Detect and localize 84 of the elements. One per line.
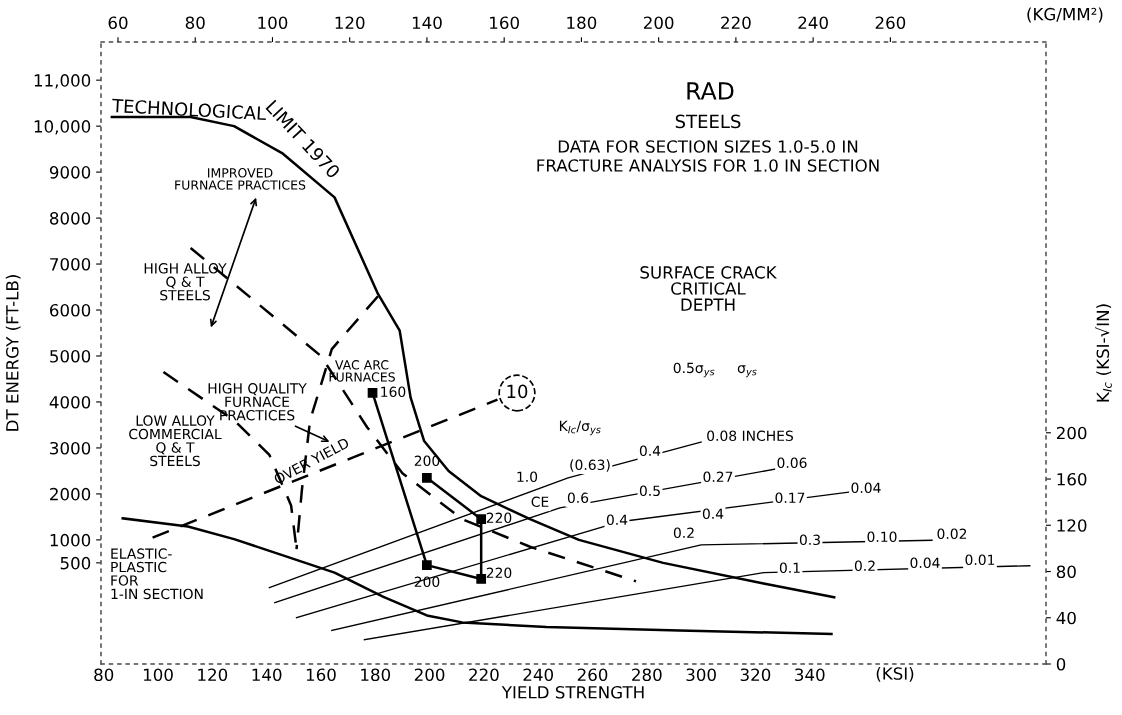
annotation: 0.2 — [673, 527, 694, 539]
annotation: 220 — [486, 512, 512, 524]
text: (KSI) — [876, 666, 914, 682]
x2-tick-label: 160 — [490, 16, 519, 30]
annotation: K$_{Ic}$/σ$_{ys}$ — [559, 420, 601, 436]
x2-tick-label: 140 — [412, 16, 442, 30]
annotation: HIGH ALLOY Q & T STEELS — [144, 263, 227, 301]
x-tick-label: 240 — [523, 668, 553, 682]
annotation: CE — [531, 496, 549, 508]
x2-tick-label: 60 — [108, 16, 128, 30]
y2-tick-label: 80 — [1056, 565, 1076, 579]
annotation: 10 — [507, 384, 528, 399]
y2-tick-label: 160 — [1057, 472, 1087, 486]
x-tick-label: 100 — [143, 668, 173, 682]
annotation: 0.10 — [867, 531, 897, 543]
x2-axis-title: (KG/MM²) — [1027, 7, 1103, 23]
x-tick-label: 80 — [94, 668, 114, 682]
annotation: 0.02 — [937, 528, 967, 540]
annotation: 0.27 — [703, 471, 733, 483]
annotation: IMPROVED FURNACE PRACTICES — [175, 168, 306, 190]
annotation: 0.3 — [799, 534, 820, 546]
y-tick-label: 3000 — [50, 441, 91, 455]
y-tick-label: 10,000 — [34, 120, 91, 135]
x-tick-label: 260 — [577, 668, 608, 682]
annotation: ELASTIC- PLASTIC FOR 1-IN SECTION — [111, 548, 203, 600]
x-tick-label: 280 — [632, 668, 662, 682]
annotation: 200 — [414, 576, 440, 588]
x-tick-label: 160 — [306, 668, 336, 682]
x2-tick-label: 220 — [721, 16, 751, 30]
x-tick-label: 180 — [361, 668, 391, 682]
x-axis-title: YIELD STRENGTH — [501, 685, 644, 699]
y2-tick-label: 40 — [1056, 611, 1076, 625]
x2-tick-label: 80 — [185, 16, 205, 30]
annotation: 0.04 — [910, 557, 940, 569]
annotation: 0.1 — [779, 562, 800, 574]
x-tick-label: 120 — [198, 668, 228, 682]
y-tick-label: 1000 — [50, 533, 91, 547]
x-tick-label: 140 — [252, 668, 282, 682]
y2-tick-label: 200 — [1056, 426, 1087, 440]
annotation: 0.5 — [639, 485, 660, 497]
x-tick-label: 200 — [414, 668, 445, 682]
y-tick-label: 11,000 — [34, 74, 91, 89]
y2-tick-label: 0 — [1056, 657, 1066, 671]
annotation: DATA FOR SECTION SIZES 1.0-5.0 IN — [558, 140, 858, 153]
x2-tick-label: 180 — [567, 16, 597, 30]
annotation: 220 — [486, 567, 512, 579]
annotation: FRACTURE ANALYSIS FOR 1.0 IN SECTION — [537, 159, 879, 172]
annotation: 1.0 — [517, 471, 538, 483]
y-tick-label: 8000 — [49, 212, 91, 225]
y-axis-title: DT ENERGY (FT-LB) — [5, 275, 21, 431]
y2-axis-title: K$_{Ic}$ (KSI-√IN) — [1095, 304, 1112, 402]
annotation: 0.6 — [567, 492, 589, 504]
y2-tick-label: 120 — [1057, 519, 1087, 532]
y-tick-label: 5000 — [50, 349, 91, 363]
annotation: 0.4 — [639, 445, 661, 457]
x-tick-label: 340 — [795, 668, 825, 682]
y-tick-label: 4000 — [49, 395, 91, 409]
annotation: 0.2 — [854, 560, 875, 572]
annotation: 0.17 — [775, 492, 805, 504]
annotation: 160 — [381, 386, 406, 398]
x-tick-label: 220 — [469, 668, 499, 682]
annotation: (0.63) — [570, 459, 610, 472]
text: STEELS — [675, 114, 741, 129]
x-tick-label: 320 — [740, 668, 771, 682]
y-tick-label: 7000 — [50, 258, 91, 271]
y-tick-label: 2000 — [50, 487, 91, 501]
annotation: 0.04 — [851, 482, 881, 494]
annotation: TECHNOLOGICAL — [111, 98, 267, 121]
x2-tick-label: 100 — [258, 16, 288, 30]
x2-tick-label: 200 — [643, 16, 674, 30]
annotation: 0.01 — [965, 554, 995, 566]
text: RAD — [687, 82, 734, 100]
x2-tick-label: 260 — [875, 16, 906, 30]
x-tick-label: 300 — [686, 668, 716, 682]
annotation: 0.4 — [702, 508, 724, 520]
y-tick-label: 500 — [60, 556, 91, 570]
y-tick-label: 9000 — [49, 166, 91, 179]
y-tick-label: 6000 — [50, 303, 91, 317]
annotation: SURFACE CRACK CRITICAL DEPTH — [640, 266, 777, 311]
x2-tick-label: 240 — [798, 16, 828, 30]
text: 0.5σ$_{ys}$ σ$_{ys}$ — [673, 362, 757, 378]
x2-tick-label: 120 — [335, 16, 365, 30]
annotation: 0.06 — [777, 457, 807, 469]
annotation: 0.08 INCHES — [707, 430, 793, 442]
